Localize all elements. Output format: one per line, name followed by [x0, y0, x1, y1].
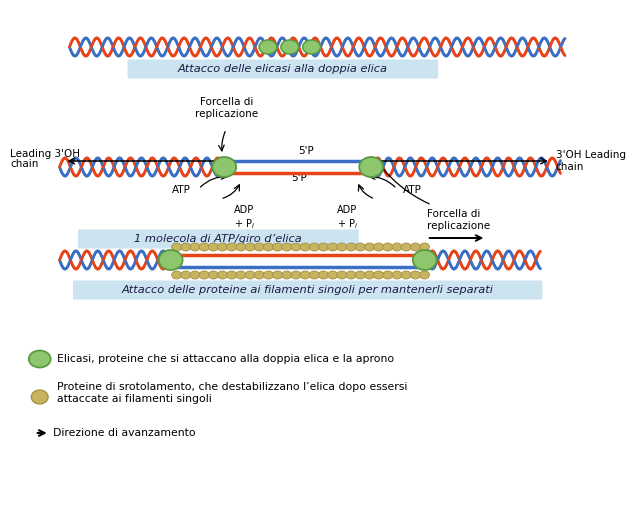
Ellipse shape	[263, 243, 274, 251]
Ellipse shape	[355, 243, 365, 251]
Ellipse shape	[209, 271, 218, 279]
Ellipse shape	[303, 40, 321, 54]
Text: 1 molecola di ATP/giro d’elica: 1 molecola di ATP/giro d’elica	[135, 234, 302, 244]
Ellipse shape	[213, 157, 236, 177]
Ellipse shape	[383, 243, 393, 251]
Ellipse shape	[172, 271, 182, 279]
Ellipse shape	[236, 243, 246, 251]
Ellipse shape	[374, 271, 384, 279]
Ellipse shape	[172, 243, 182, 251]
Text: ATP: ATP	[172, 185, 191, 195]
Ellipse shape	[365, 271, 374, 279]
Ellipse shape	[272, 271, 283, 279]
Ellipse shape	[319, 271, 328, 279]
Ellipse shape	[282, 243, 292, 251]
Ellipse shape	[199, 243, 209, 251]
Ellipse shape	[300, 271, 310, 279]
Ellipse shape	[328, 271, 337, 279]
Ellipse shape	[309, 243, 319, 251]
Ellipse shape	[374, 243, 384, 251]
Ellipse shape	[236, 271, 246, 279]
FancyBboxPatch shape	[128, 59, 438, 79]
Ellipse shape	[281, 40, 299, 54]
Ellipse shape	[419, 243, 430, 251]
Ellipse shape	[337, 243, 347, 251]
Text: 5'P: 5'P	[298, 146, 314, 156]
Ellipse shape	[181, 243, 191, 251]
Ellipse shape	[254, 243, 264, 251]
Ellipse shape	[401, 271, 411, 279]
Ellipse shape	[291, 243, 301, 251]
Ellipse shape	[227, 243, 237, 251]
Text: Direzione di avanzamento: Direzione di avanzamento	[53, 428, 195, 438]
Ellipse shape	[410, 243, 421, 251]
Ellipse shape	[159, 250, 183, 270]
Ellipse shape	[190, 243, 200, 251]
Ellipse shape	[181, 271, 191, 279]
Text: Forcella di
replicazione: Forcella di replicazione	[427, 209, 490, 231]
Ellipse shape	[309, 271, 319, 279]
Ellipse shape	[319, 243, 328, 251]
Ellipse shape	[272, 243, 283, 251]
Text: Attacco delle elicasi alla doppia elica: Attacco delle elicasi alla doppia elica	[178, 64, 388, 74]
FancyBboxPatch shape	[73, 280, 542, 300]
Ellipse shape	[383, 271, 393, 279]
Ellipse shape	[254, 271, 264, 279]
Text: Forcella di
replicazione: Forcella di replicazione	[194, 97, 258, 119]
Text: 3'OH Leading
chain: 3'OH Leading chain	[556, 150, 626, 172]
Ellipse shape	[245, 243, 255, 251]
Ellipse shape	[199, 271, 209, 279]
Ellipse shape	[209, 243, 218, 251]
Ellipse shape	[263, 271, 274, 279]
Ellipse shape	[328, 243, 337, 251]
Text: 5'P: 5'P	[291, 173, 307, 183]
Ellipse shape	[259, 40, 277, 54]
Text: Leading 3'OH: Leading 3'OH	[10, 149, 80, 159]
Text: Elicasi, proteine che si attaccano alla doppia elica e la aprono: Elicasi, proteine che si attaccano alla …	[57, 354, 393, 364]
Ellipse shape	[337, 271, 347, 279]
Ellipse shape	[346, 243, 356, 251]
Ellipse shape	[419, 271, 430, 279]
Ellipse shape	[392, 243, 402, 251]
FancyBboxPatch shape	[78, 230, 359, 248]
Ellipse shape	[365, 243, 374, 251]
Ellipse shape	[282, 271, 292, 279]
Ellipse shape	[300, 243, 310, 251]
Text: Attacco delle proteine ai filamenti singoli per mantenerli separati: Attacco delle proteine ai filamenti sing…	[122, 285, 493, 295]
Text: ATP: ATP	[403, 185, 422, 195]
Ellipse shape	[29, 350, 51, 368]
Ellipse shape	[410, 271, 421, 279]
Ellipse shape	[227, 271, 237, 279]
Ellipse shape	[392, 271, 402, 279]
Text: chain: chain	[10, 159, 38, 169]
Ellipse shape	[291, 271, 301, 279]
Ellipse shape	[355, 271, 365, 279]
Text: Proteine di srotolamento, che destabilizzano l’elica dopo essersi
attaccate ai f: Proteine di srotolamento, che destabiliz…	[57, 382, 407, 404]
Text: ADP
+ P$_i$: ADP + P$_i$	[337, 205, 358, 231]
Ellipse shape	[218, 271, 227, 279]
Ellipse shape	[190, 271, 200, 279]
Ellipse shape	[359, 157, 383, 177]
Ellipse shape	[346, 271, 356, 279]
Ellipse shape	[245, 271, 255, 279]
Ellipse shape	[218, 243, 227, 251]
Ellipse shape	[32, 390, 48, 404]
Text: ADP
+ P$_i$: ADP + P$_i$	[234, 205, 254, 231]
Ellipse shape	[413, 250, 437, 270]
Ellipse shape	[401, 243, 411, 251]
